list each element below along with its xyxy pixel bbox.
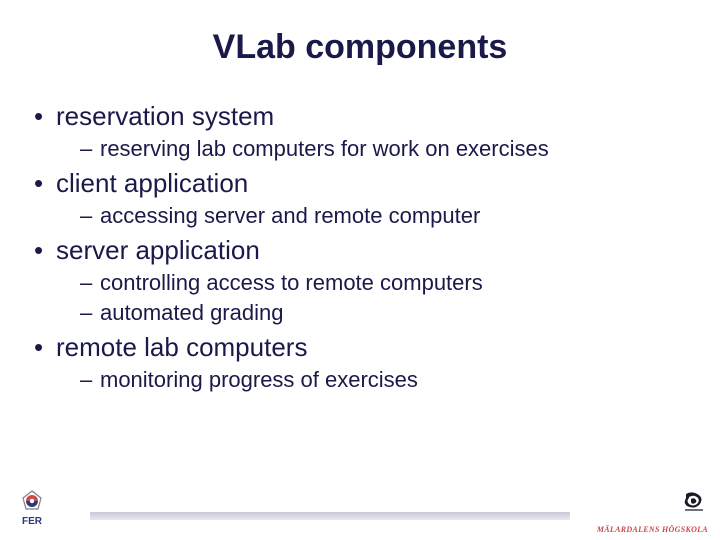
sub-bullet-item: monitoring progress of exercises	[30, 367, 690, 393]
fer-logo-text: FER	[22, 516, 43, 527]
sub-bullet-item: controlling access to remote computers	[30, 270, 690, 296]
sub-bullet-item: automated grading	[30, 300, 690, 326]
bullet-item: server application	[30, 235, 690, 266]
bullet-item: remote lab computers	[30, 332, 690, 363]
bullet-item: client application	[30, 168, 690, 199]
mdh-logo-text: MÄLARDALENS HÖGSKOLA	[597, 525, 708, 534]
mdh-logo: MÄLARDALENS HÖGSKOLA	[597, 490, 708, 534]
sub-bullet-item: accessing server and remote computer	[30, 203, 690, 229]
slide-title: VLab components	[0, 0, 720, 67]
slide-content: reservation system reserving lab compute…	[0, 67, 720, 393]
slide-footer: FER MÄLARDALENS HÖGSKOLA	[0, 486, 720, 540]
footer-divider	[90, 512, 570, 520]
bullet-item: reservation system	[30, 101, 690, 132]
sub-bullet-item: reserving lab computers for work on exer…	[30, 136, 690, 162]
fer-logo: FER	[12, 487, 52, 532]
